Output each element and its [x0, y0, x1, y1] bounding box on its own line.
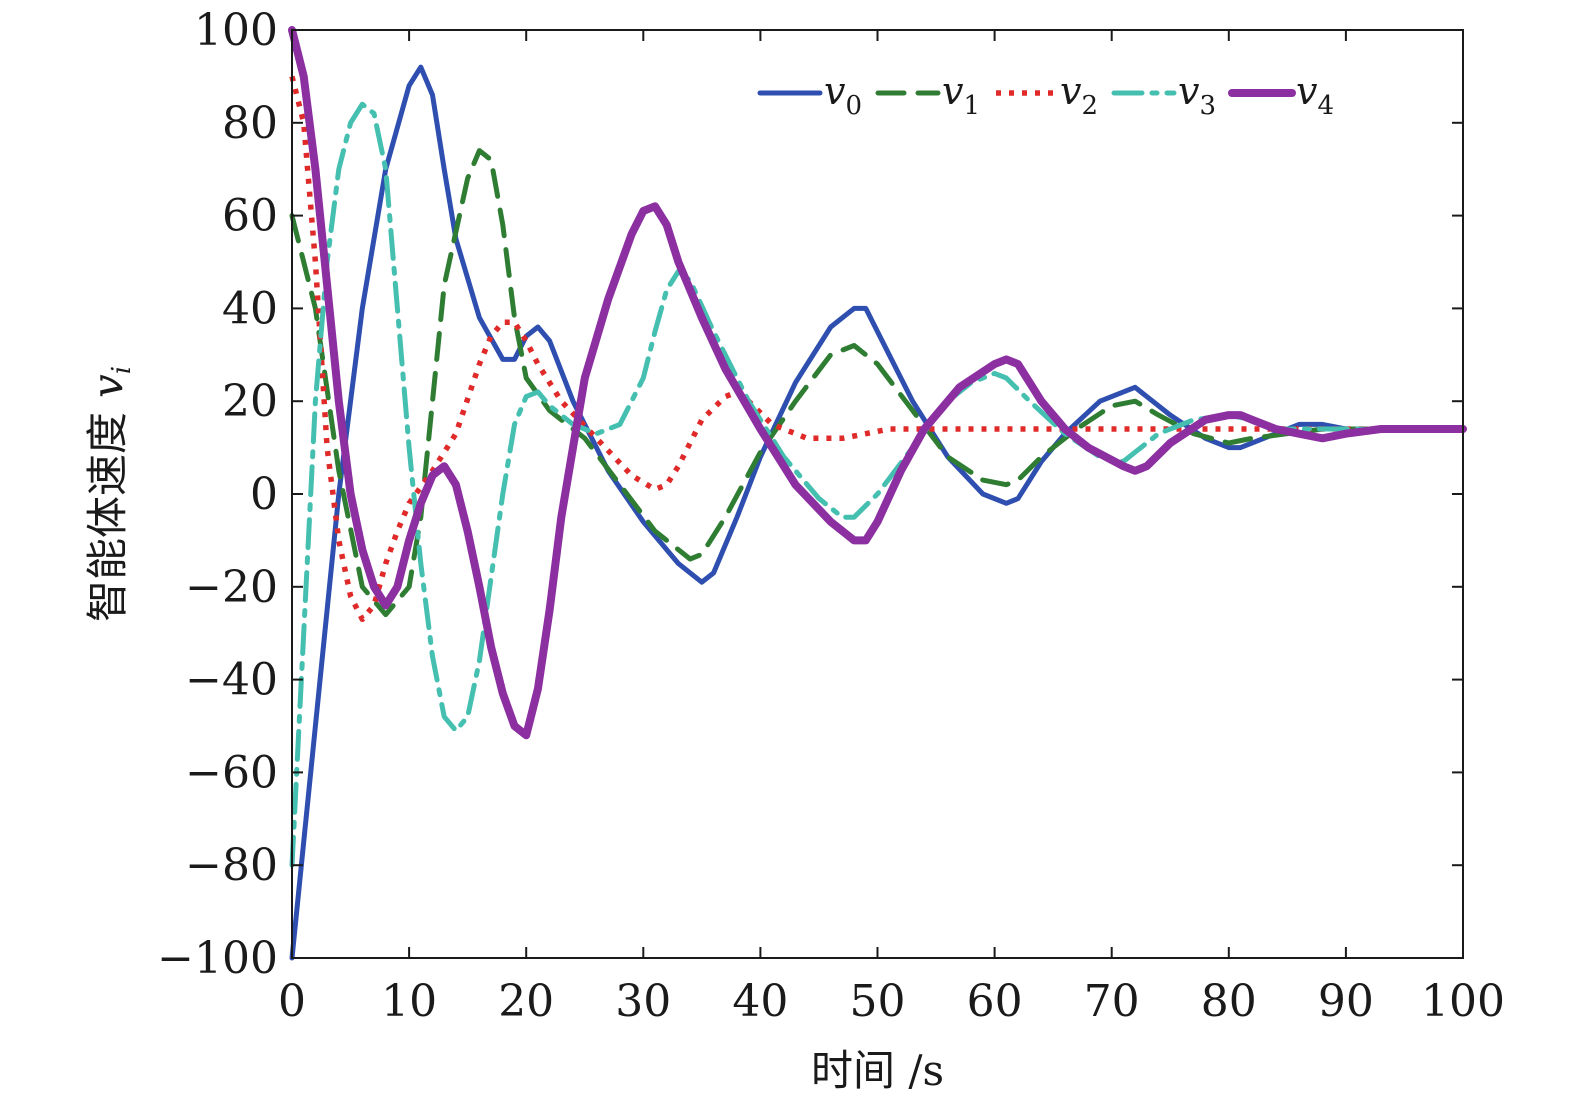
x-tick-label: 90 — [1318, 976, 1374, 1027]
y-axis-label-subscript: i — [107, 366, 137, 374]
y-tick-label: 40 — [222, 283, 278, 334]
series-line-v3 — [289, 101, 1466, 868]
series-line-v1 — [289, 148, 1466, 618]
legend-label-v2: v2 — [1060, 69, 1098, 121]
x-tick-label: 100 — [1421, 976, 1505, 1027]
y-tick-label: −100 — [157, 933, 278, 984]
y-tick-label: 80 — [222, 98, 278, 149]
y-tick-label: −40 — [185, 655, 278, 706]
x-tick-label: 70 — [1084, 976, 1140, 1027]
x-tick-label: 0 — [278, 976, 306, 1027]
x-tick-label: 10 — [381, 976, 437, 1027]
legend-label-v3: v3 — [1178, 69, 1216, 121]
y-tick-label: −20 — [185, 562, 278, 613]
x-tick-label: 50 — [850, 976, 906, 1027]
x-tick-label: 80 — [1201, 976, 1257, 1027]
series-line-v4 — [288, 26, 1467, 740]
x-tick-label: 20 — [498, 976, 554, 1027]
legend-label-v0: v0 — [824, 69, 862, 121]
y-axis-label: 智能体速度 vi — [83, 366, 137, 622]
y-tick-label: 0 — [250, 469, 278, 520]
y-tick-label: −60 — [185, 747, 278, 798]
y-tick-label: 60 — [222, 191, 278, 242]
series-layer — [288, 26, 1467, 961]
x-tick-label: 30 — [615, 976, 671, 1027]
legend-label-v1: v1 — [942, 69, 980, 121]
legend-label-v4: v4 — [1296, 69, 1334, 121]
y-axis-label-symbol: v — [83, 374, 132, 398]
legend: v0 v1 v2 v3 v4 — [757, 69, 1334, 121]
y-axis-label-text: 智能体速度 — [83, 412, 132, 622]
x-axis-label: 时间 /s — [811, 1046, 944, 1095]
y-tick-label: 20 — [222, 376, 278, 427]
y-tick-label: −80 — [185, 840, 278, 891]
ticks-layer — [291, 29, 1464, 959]
tick-labels-layer: 0 10 20 30 40 50 60 70 80 90 100 −100 −80 −60 −40 −20 0 2… — [157, 5, 1505, 1027]
x-tick-label: 60 — [967, 976, 1023, 1027]
y-tick-label: 100 — [194, 5, 278, 56]
x-tick-label: 40 — [732, 976, 788, 1027]
